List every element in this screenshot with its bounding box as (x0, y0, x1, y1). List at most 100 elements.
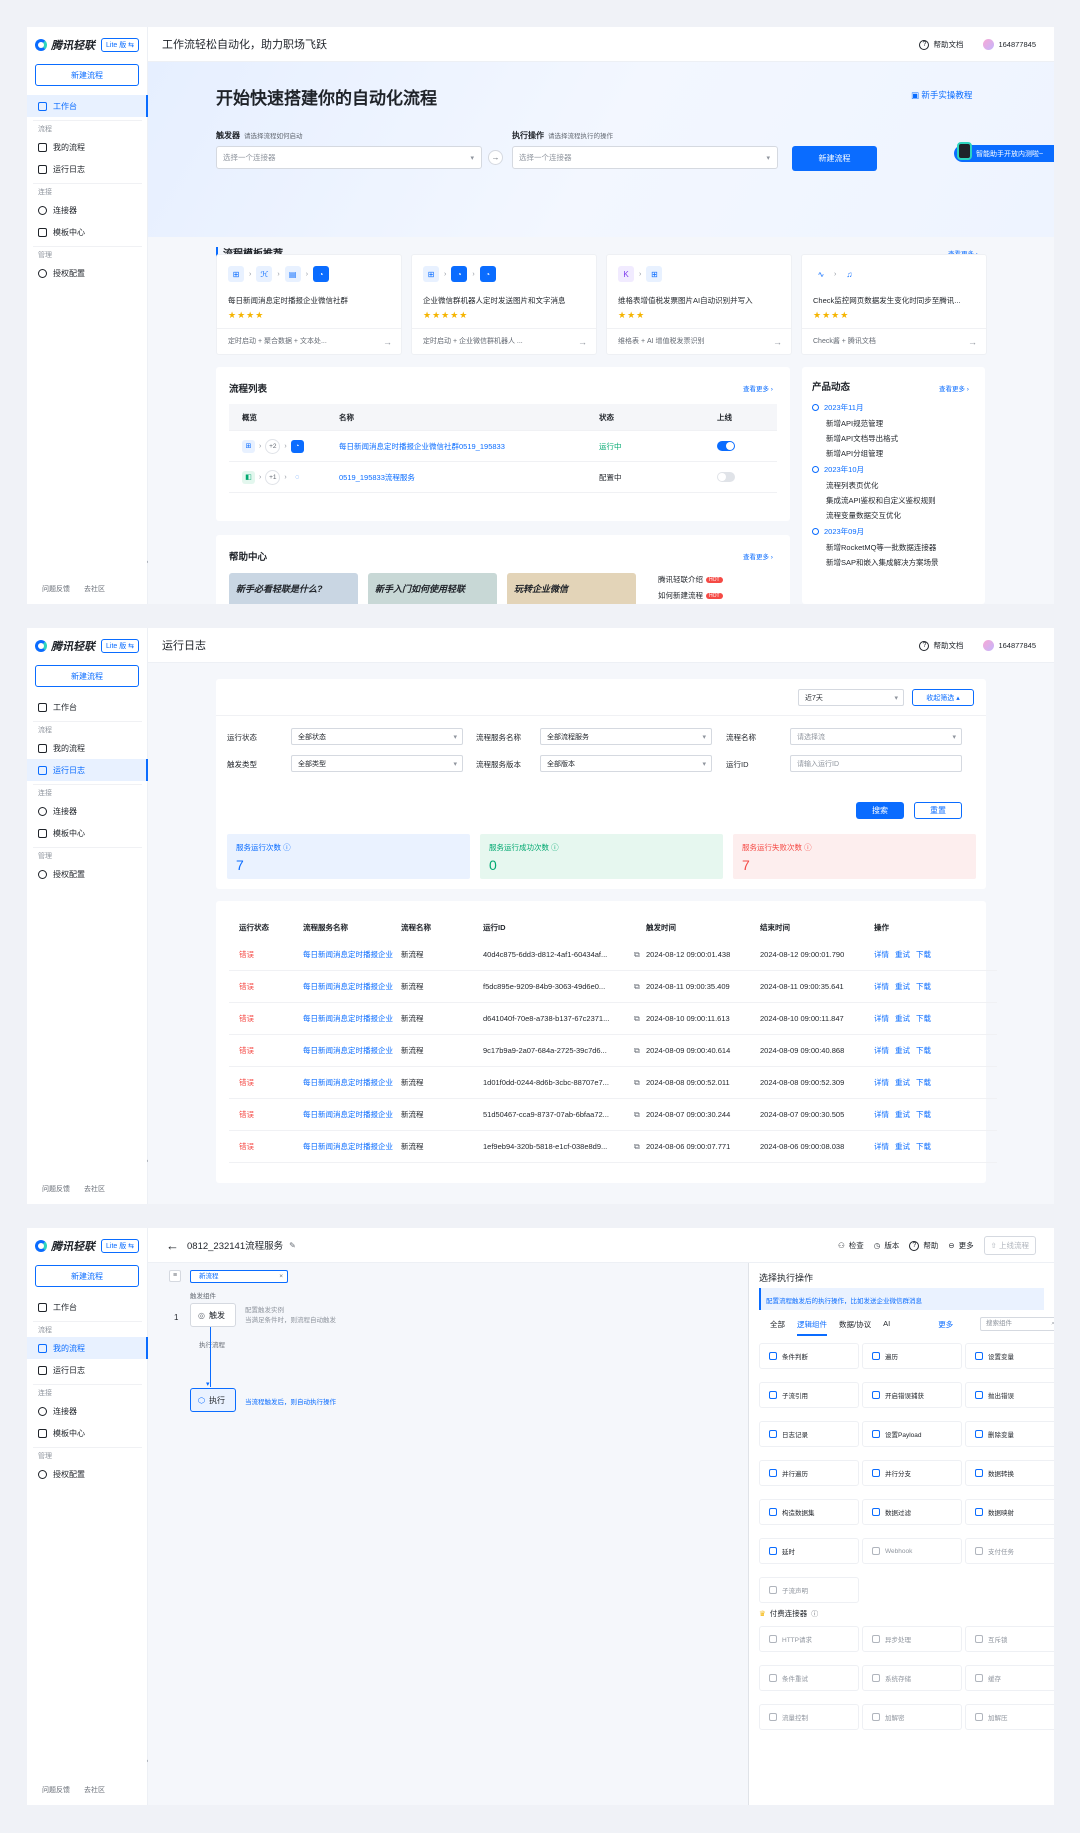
edition-badge[interactable]: Lite 版 ⇆ (101, 639, 140, 653)
nav-workbench[interactable]: 工作台 (27, 696, 148, 718)
paid-component-item[interactable]: 流量控制 (759, 1704, 859, 1730)
nav-my-flows[interactable]: 我的流程 (27, 136, 148, 158)
service-select[interactable]: 全部流程服务 (540, 728, 712, 745)
new-flow-button[interactable]: 新建流程 (35, 1265, 139, 1287)
exec-node[interactable]: ⬡ 执行 (190, 1388, 236, 1412)
flow-tab[interactable]: 新流程 × (190, 1270, 288, 1283)
create-flow-button[interactable]: 新建流程 (792, 146, 877, 171)
component-item[interactable]: 子流声明 (759, 1577, 859, 1603)
download-link[interactable]: 下载 (916, 1142, 931, 1151)
copy-icon[interactable]: ⧉ (634, 1013, 640, 1023)
paid-component-item[interactable]: 加解压 (965, 1704, 1054, 1730)
news-item[interactable]: 新增SAP和嵌入集成解决方案场景 (826, 558, 939, 567)
version-button[interactable]: ◷ 版本 (874, 1240, 900, 1251)
tab-data-protocol[interactable]: 数据/协议 (839, 1320, 872, 1329)
nav-templates[interactable]: 模板中心 (27, 822, 148, 844)
help-docs-link[interactable]: ? 帮助文档 (919, 640, 963, 651)
paid-component-item[interactable]: 互斥锁 (965, 1626, 1054, 1652)
component-item[interactable]: Webhook (862, 1538, 962, 1564)
date-range-select[interactable]: 近7天 (798, 689, 904, 706)
service-name-link[interactable]: 每日新闻消息定时播报企业 (303, 982, 393, 991)
tab-ai[interactable]: AI (883, 1319, 891, 1328)
help-button[interactable]: ? 帮助 (909, 1240, 938, 1251)
paid-component-item[interactable]: 系统存储 (862, 1665, 962, 1691)
template-card[interactable]: ⊞ › ◔ › ◔ 企业微信群机器人定时发送图片和文字消息 ★★★★★ 定时启动 + 企… (411, 254, 597, 355)
collapse-sidebar-icon[interactable]: ‹ (143, 557, 153, 571)
component-item[interactable]: 日志记录 (759, 1421, 859, 1447)
paid-component-item[interactable]: 加解密 (862, 1704, 962, 1730)
detail-link[interactable]: 详情 (874, 950, 889, 959)
table-row[interactable]: 错误 每日新闻消息定时播报企业 新流程 f5dc895e-9209-84b9-3063… (229, 971, 997, 1003)
component-item[interactable]: 构造数据集 (759, 1499, 859, 1525)
table-row[interactable]: 错误 每日新闻消息定时播报企业 新流程 1d01f0dd-0244-8d6b-3cbc… (229, 1067, 997, 1099)
component-item[interactable]: 子流引用 (759, 1382, 859, 1408)
help-link[interactable]: 如何新建流程 HOT (658, 590, 723, 601)
help-link[interactable]: 腾讯轻联介绍 HOT (658, 574, 723, 585)
news-view-more[interactable]: 查看更多 › (939, 386, 969, 393)
collapse-sidebar-icon[interactable]: ‹ (143, 1156, 153, 1170)
tab-logic[interactable]: 逻辑组件 (797, 1319, 827, 1336)
logo[interactable]: 腾讯轻联 Lite 版 ⇆ (35, 638, 140, 654)
nav-run-logs[interactable]: 运行日志 (27, 158, 148, 180)
table-row[interactable]: 错误 每日新闻消息定时播报企业 新流程 51d50467-cca9-8737-07ab… (229, 1099, 997, 1131)
feedback-link[interactable]: 问题反馈 (42, 586, 70, 593)
table-row[interactable]: 错误 每日新闻消息定时播报企业 新流程 9c17b9a9-2a07-684a-2725… (229, 1035, 997, 1067)
new-flow-button[interactable]: 新建流程 (35, 665, 139, 687)
edit-pencil-icon[interactable]: ✎ (289, 1240, 296, 1250)
paid-component-item[interactable]: 缓存 (965, 1665, 1054, 1691)
nav-my-flows[interactable]: 我的流程 (27, 1337, 148, 1359)
table-row[interactable]: 错误 每日新闻消息定时播报企业 新流程 1ef9eb94-320b-5818-e1cf… (229, 1131, 997, 1163)
table-row[interactable]: ◧ › +1 › ◌ 0519_195833流程服务 配置中 (229, 462, 777, 493)
help-video-card[interactable]: 新手必看轻联是什么? (229, 573, 358, 604)
template-card[interactable]: ∿ › ♫ Check监控网页数据发生变化时同步至腾讯... ★★★★ Check酱… (801, 254, 987, 355)
paid-component-item[interactable]: 条件重试 (759, 1665, 859, 1691)
community-link[interactable]: 去社区 (84, 1787, 105, 1794)
version-select[interactable]: 全部版本 (540, 755, 712, 772)
retry-link[interactable]: 重试 (895, 950, 910, 959)
flow-select[interactable]: 请选择流 (790, 728, 962, 745)
news-item[interactable]: 集成流API鉴权和自定义鉴权规则 (826, 496, 936, 505)
publish-button[interactable]: ⇧ 上线流程 (983, 1236, 1036, 1255)
table-row[interactable]: ⊞ › +2 › ◔ 每日新闻消息定时播报企业微信社群0519_195833 运行中 (229, 431, 777, 462)
flow-name-link[interactable]: 每日新闻消息定时播报企业微信社群0519_195833 (339, 441, 505, 451)
detail-link[interactable]: 详情 (874, 1046, 889, 1055)
tab-more[interactable]: 更多 (938, 1320, 954, 1329)
copy-icon[interactable]: ⧉ (634, 949, 640, 959)
component-item[interactable]: 设置变量 (965, 1343, 1054, 1369)
close-icon[interactable]: × (279, 1273, 283, 1280)
detail-link[interactable]: 详情 (874, 1110, 889, 1119)
download-link[interactable]: 下载 (916, 1110, 931, 1119)
arrow-right-icon[interactable]: → (968, 337, 977, 347)
online-toggle[interactable] (717, 472, 735, 482)
retry-link[interactable]: 重试 (895, 1110, 910, 1119)
check-button[interactable]: ⚇ 检查 (838, 1240, 864, 1251)
trigger-select[interactable]: 选择一个连接器 (216, 146, 482, 169)
arrow-right-icon[interactable]: → (773, 337, 782, 347)
table-row[interactable]: 错误 每日新闻消息定时播报企业 新流程 40d4c875-6dd3-d812-4af1… (229, 939, 997, 971)
nav-auth[interactable]: 授权配置 (27, 262, 148, 284)
back-arrow-icon[interactable]: ← (166, 1237, 179, 1253)
nav-templates[interactable]: 模板中心 (27, 1422, 148, 1444)
component-item[interactable]: 并行分支 (862, 1460, 962, 1486)
service-name-link[interactable]: 每日新闻消息定时播报企业 (303, 950, 393, 959)
more-button[interactable]: ⊖ 更多 (948, 1240, 973, 1251)
menu-icon[interactable]: ≡ (169, 1270, 181, 1282)
nav-run-logs[interactable]: 运行日志 (27, 1359, 148, 1381)
component-item[interactable]: 条件判断 (759, 1343, 859, 1369)
component-item[interactable]: 抛出错误 (965, 1382, 1054, 1408)
component-item[interactable]: 数据过滤 (862, 1499, 962, 1525)
new-flow-button[interactable]: 新建流程 (35, 64, 139, 86)
download-link[interactable]: 下载 (916, 1078, 931, 1087)
nav-run-logs[interactable]: 运行日志 (27, 759, 148, 781)
download-link[interactable]: 下载 (916, 950, 931, 959)
help-docs-link[interactable]: ? 帮助文档 (919, 39, 963, 50)
action-select[interactable]: 选择一个连接器 (512, 146, 778, 169)
logo[interactable]: 腾讯轻联 Lite 版 ⇆ (35, 1238, 140, 1254)
detail-link[interactable]: 详情 (874, 1014, 889, 1023)
download-link[interactable]: 下载 (916, 982, 931, 991)
service-name-link[interactable]: 每日新闻消息定时播报企业 (303, 1014, 393, 1023)
nav-connectors[interactable]: 连接器 (27, 199, 148, 221)
tutorial-link[interactable]: ▣ 新手实操教程 (911, 90, 973, 100)
help-view-more[interactable]: 查看更多 › (743, 554, 773, 561)
retry-link[interactable]: 重试 (895, 1142, 910, 1151)
